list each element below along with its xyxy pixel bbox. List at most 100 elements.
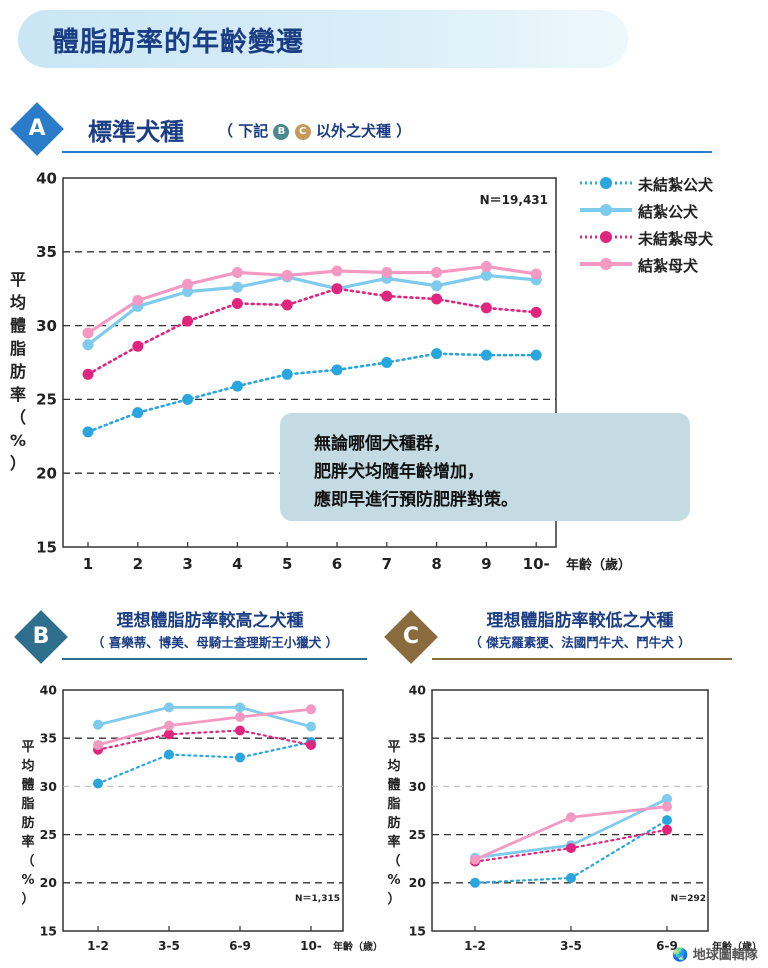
ylabel-char: （ — [21, 854, 35, 869]
series-line — [86, 287, 538, 376]
data-point — [132, 295, 144, 307]
data-point — [164, 729, 174, 740]
legend-swatch-marker — [600, 258, 612, 270]
x-tick-label: 2 — [133, 555, 143, 573]
x-tick-label: 1 — [83, 555, 93, 573]
x-tick-label: 10- — [300, 939, 322, 953]
plot-frame — [62, 177, 557, 548]
data-point — [566, 812, 576, 823]
ylabel-char: 均 — [21, 759, 35, 774]
data-point — [182, 393, 194, 405]
y-tick-label: 30 — [40, 779, 58, 794]
y-tick-label: 35 — [36, 243, 57, 261]
data-point — [306, 739, 316, 750]
callout-box: 無論哪個犬種群， 肥胖犬均隨年齡增加， 應即早進行預防肥胖對策。 — [280, 413, 690, 521]
legend-item: 結紮母犬 — [578, 253, 698, 280]
data-point — [662, 793, 672, 804]
data-point — [331, 283, 343, 295]
ylabel-char: （ — [9, 408, 26, 427]
ylabel-char: 率 — [21, 835, 35, 850]
data-point — [281, 368, 293, 380]
section-a-title: 標準犬種 — [88, 118, 184, 146]
series-line — [96, 705, 313, 729]
section-c-title: 理想體脂肪率較低之犬種 — [486, 611, 674, 631]
data-point — [331, 364, 343, 376]
page-title: 體脂肪率的年齡變遷 — [52, 27, 304, 58]
y-tick-label: 20 — [409, 875, 427, 890]
y-tick-label: 20 — [36, 464, 57, 482]
legend-swatch-marker — [600, 231, 612, 243]
ylabel-char: 均 — [9, 293, 26, 312]
section-c-rule — [432, 658, 732, 660]
y-tick-label: 30 — [409, 779, 427, 794]
y-tick-label: 35 — [40, 731, 57, 746]
data-point — [480, 349, 492, 361]
legend-label: 結紮公犬 — [638, 203, 699, 221]
ylabel-char: 脂 — [9, 339, 26, 358]
data-point — [93, 778, 103, 789]
watermark: 🌏 地球圖輯隊 — [672, 944, 758, 963]
ylabel-char: 率 — [9, 385, 26, 404]
legend-label: 未結紮公犬 — [638, 176, 714, 194]
ylabel-char: 均 — [387, 759, 401, 774]
data-point — [182, 278, 194, 290]
chart-c-ylabel: 平均體脂肪率 （% ） — [384, 738, 404, 909]
chart-a-ylabel: 平均體脂肪率 （% ） — [8, 268, 28, 475]
ylabel-char: 平 — [9, 270, 26, 289]
data-point — [182, 315, 194, 327]
data-point — [235, 725, 245, 736]
legend-label: 結紮母犬 — [638, 257, 699, 275]
data-point — [281, 269, 293, 281]
data-point — [662, 824, 672, 835]
data-point — [235, 711, 245, 722]
data-point — [231, 297, 243, 309]
legend-swatch-marker — [600, 177, 612, 189]
data-point — [235, 752, 245, 763]
x-tick-label: 5 — [282, 555, 292, 573]
sample-size-label: N＝19,431 — [480, 193, 548, 207]
data-point — [381, 290, 393, 302]
x-tick-label: 6 — [332, 555, 342, 573]
data-point — [431, 280, 443, 292]
y-tick-label: 30 — [36, 317, 57, 335]
section-a-subtitle: （ 下記 B C 以外之犬種 ） — [218, 120, 411, 141]
sample-size-label: N＝1,315 — [295, 894, 340, 904]
ylabel-char: 體 — [387, 778, 401, 793]
y-tick-label: 20 — [40, 875, 58, 890]
data-point — [480, 269, 492, 281]
data-point — [82, 426, 94, 438]
data-point — [306, 704, 316, 715]
section-a-badge-letter: A — [28, 116, 46, 141]
legend: 未結紮公犬 結紮公犬 未結紮母犬 結紮母犬 — [578, 172, 713, 280]
data-point — [164, 749, 174, 760]
title-banner — [18, 10, 628, 68]
x-tick-label: 10- — [523, 555, 550, 573]
x-tick-label: 4 — [232, 555, 242, 573]
ylabel-char: 平 — [21, 740, 35, 755]
data-point — [82, 368, 94, 380]
ylabel-char: 肪 — [387, 816, 401, 831]
chart-b-ylabel: 平均體脂肪率 （% ） — [18, 738, 38, 909]
callout-line-1: 無論哪個犬種群， — [314, 434, 450, 454]
data-point — [93, 739, 103, 750]
series-line — [86, 273, 538, 347]
ylabel-char: （ — [387, 854, 401, 869]
section-c-subtitle: （ 傑克羅素㹴、法國鬥牛犬、鬥牛犬 ） — [469, 635, 691, 650]
ylabel-char: 平 — [387, 740, 401, 755]
ylabel-char: ） — [9, 454, 26, 473]
legend-item: 結紮公犬 — [578, 199, 698, 226]
ylabel-char: ） — [21, 892, 35, 907]
section-c-badge-letter: C — [402, 624, 420, 649]
y-tick-label: 25 — [36, 391, 57, 409]
y-tick-label: 15 — [409, 923, 426, 938]
data-point — [381, 357, 393, 368]
data-point — [530, 268, 542, 280]
series-line — [86, 264, 538, 335]
mini-badge-b: B — [273, 123, 290, 140]
data-point — [431, 293, 443, 305]
data-point — [82, 327, 94, 339]
y-tick-label: 15 — [36, 538, 57, 556]
watermark-text: 地球圖輯隊 — [692, 948, 758, 963]
section-b-badge-letter: B — [32, 624, 50, 649]
